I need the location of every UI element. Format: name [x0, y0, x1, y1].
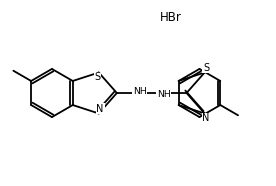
Text: HBr: HBr	[160, 11, 182, 24]
Text: NH: NH	[133, 87, 147, 96]
Text: N: N	[96, 104, 104, 114]
Text: S: S	[94, 72, 100, 82]
Text: S: S	[203, 63, 209, 73]
Text: NH: NH	[157, 90, 170, 99]
Text: N: N	[202, 113, 210, 123]
